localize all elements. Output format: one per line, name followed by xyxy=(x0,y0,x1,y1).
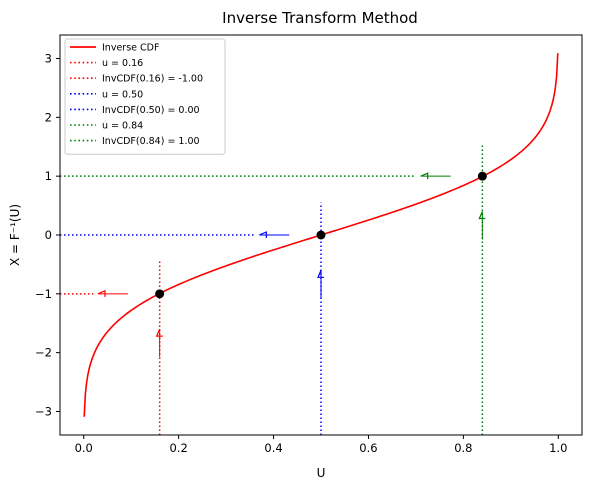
y-axis-label: X = F⁻¹(U) xyxy=(8,204,22,266)
y-axis-ticks: −3 −2 −1 0 1 2 3 xyxy=(35,52,60,418)
up-arrow-head-2 xyxy=(478,211,486,220)
legend-label-2: InvCDF(0.16) = -1.00 xyxy=(102,74,203,85)
legend-label-4: InvCDF(0.50) = 0.00 xyxy=(102,105,200,116)
plot-area xyxy=(60,53,559,435)
legend-label-1: u = 0.16 xyxy=(102,58,143,69)
x-tick-label-0: 0.0 xyxy=(75,441,93,455)
y-tick-label-4: 1 xyxy=(45,169,52,183)
point-marker-2 xyxy=(477,171,487,181)
legend-label-5: u = 0.84 xyxy=(102,121,143,132)
legend-label-0: Inverse CDF xyxy=(102,43,159,54)
chart-title: Inverse Transform Method xyxy=(222,9,418,27)
y-tick-label-2: −1 xyxy=(35,287,52,301)
x-axis-ticks: 0.0 0.2 0.4 0.6 0.8 1.0 xyxy=(75,435,567,455)
legend-label-6: InvCDF(0.84) = 1.00 xyxy=(102,136,200,147)
up-arrow-head-0 xyxy=(155,328,163,337)
legend: Inverse CDF u = 0.16 InvCDF(0.16) = -1.00 u… xyxy=(64,38,226,155)
up-arrow-head-1 xyxy=(317,270,324,278)
x-tick-label-4: 0.8 xyxy=(454,441,472,455)
y-tick-label-3: 0 xyxy=(45,228,52,242)
x-axis-label: U xyxy=(317,466,326,480)
y-tick-label-0: −3 xyxy=(35,404,52,418)
x-tick-label-3: 0.6 xyxy=(359,441,377,455)
x-tick-label-1: 0.2 xyxy=(169,441,187,455)
legend-box xyxy=(64,38,226,155)
y-tick-label-1: −2 xyxy=(35,346,52,360)
legend-label-3: u = 0.50 xyxy=(102,89,143,100)
left-arrow-head-1 xyxy=(259,231,267,238)
y-tick-label-5: 2 xyxy=(45,110,52,124)
y-tick-label-6: 3 xyxy=(45,52,52,66)
left-arrow-head-2 xyxy=(420,172,429,180)
left-arrow-head-0 xyxy=(97,289,106,297)
point-marker-0 xyxy=(155,289,165,299)
x-tick-label-5: 1.0 xyxy=(549,441,567,455)
x-tick-label-2: 0.4 xyxy=(264,441,282,455)
point-marker-1 xyxy=(316,230,326,240)
